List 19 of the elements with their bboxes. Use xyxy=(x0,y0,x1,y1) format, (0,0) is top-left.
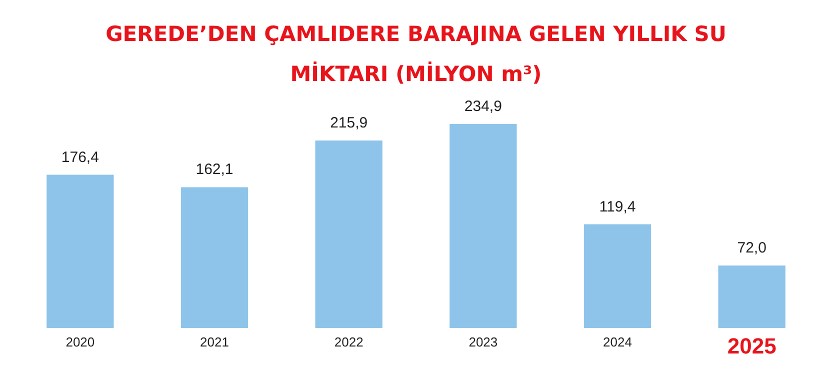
data-label: 119,4 xyxy=(599,198,636,216)
bar xyxy=(315,140,382,328)
x-tick-label: 2020 xyxy=(66,334,95,350)
x-tick-label: 2023 xyxy=(468,334,498,350)
data-label: 72,0 xyxy=(737,239,766,256)
chart-title: GEREDE’DEN ÇAMLIDERE BARAJINA GELEN YILLIK SU MİKTARI (MİLYON m³) xyxy=(106,22,726,86)
data-label: 215,9 xyxy=(330,114,368,132)
x-tick-label: 2022 xyxy=(334,334,364,350)
x-tick-label: 2025 xyxy=(727,334,776,358)
bar xyxy=(450,124,517,328)
data-label: 234,9 xyxy=(464,98,502,115)
bar xyxy=(718,265,786,328)
data-label: 176,4 xyxy=(61,148,99,166)
bar xyxy=(180,187,248,328)
bar xyxy=(584,224,652,328)
x-tick-label: 2021 xyxy=(200,334,229,350)
bar xyxy=(46,174,114,328)
x-tick-label: 2024 xyxy=(603,334,632,350)
data-label: 162,1 xyxy=(196,161,234,178)
